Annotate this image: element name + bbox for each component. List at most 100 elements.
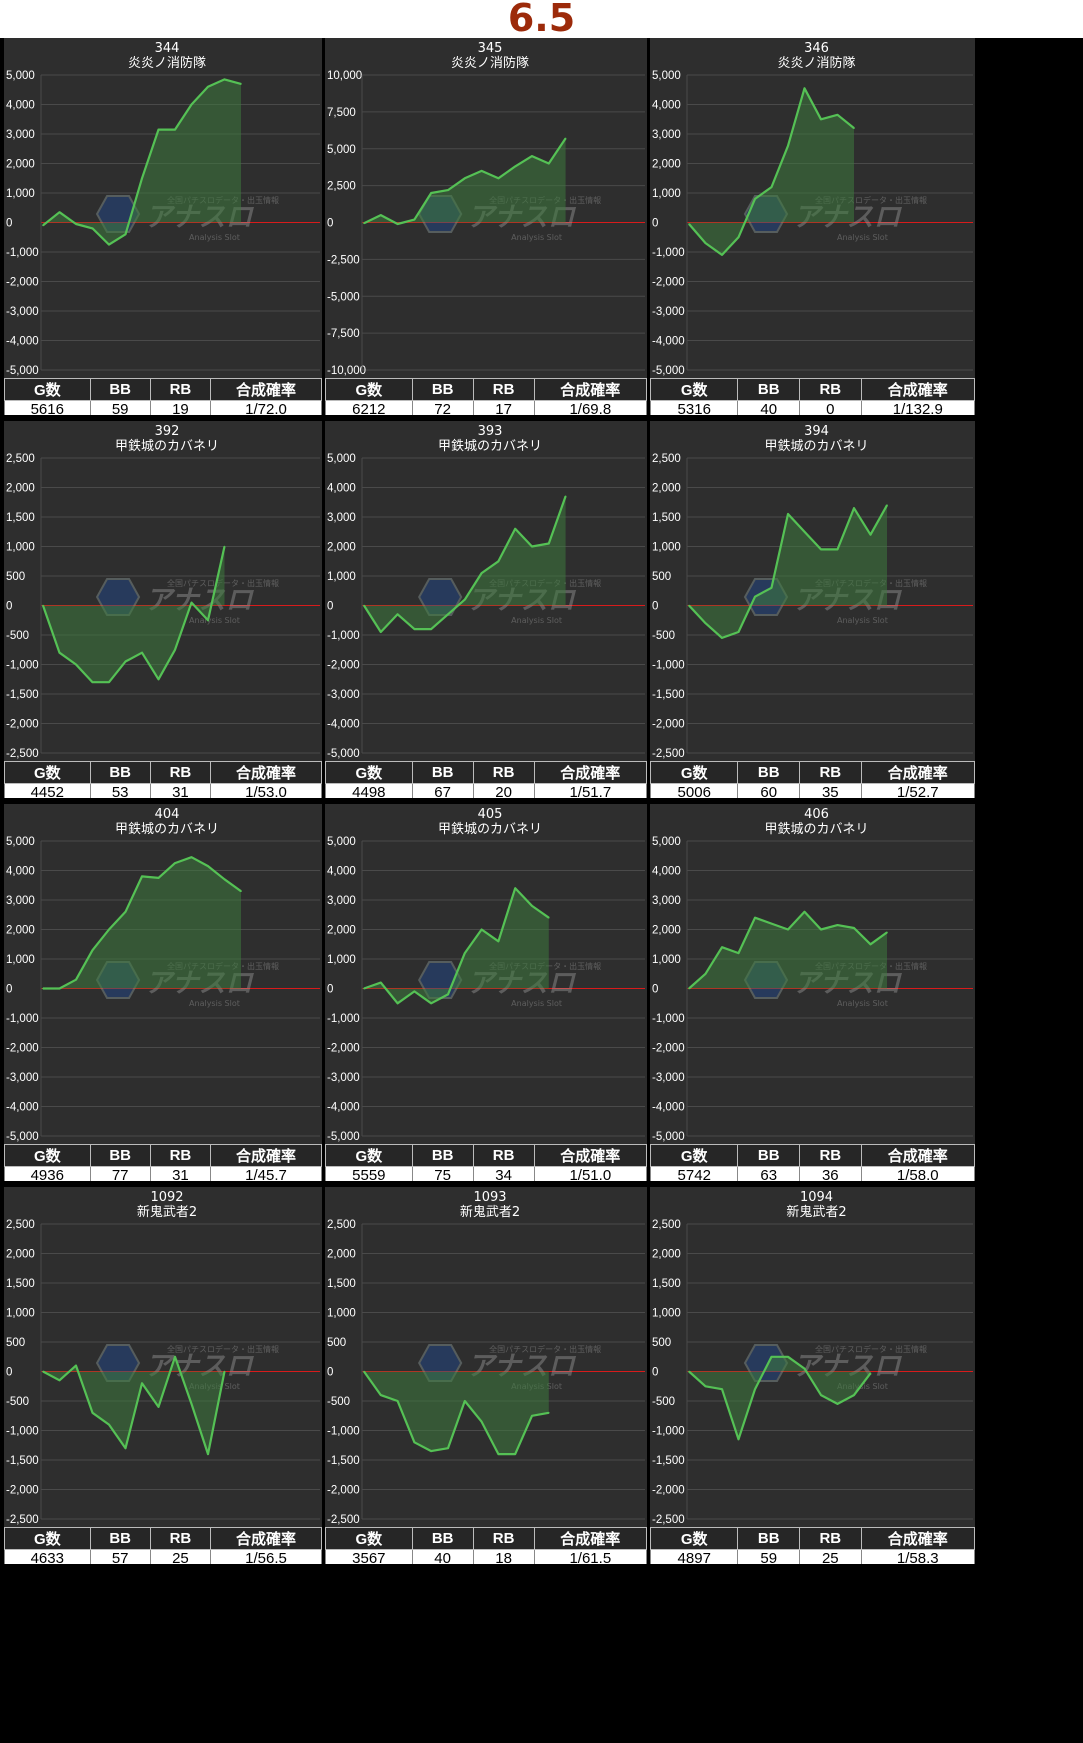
data-point — [108, 681, 110, 683]
data-point — [413, 218, 416, 221]
watermark-tagline: 全国パチスロデータ・出玉情報 — [815, 1344, 927, 1354]
data-point — [853, 127, 855, 129]
data-point — [721, 946, 723, 948]
series-line — [688, 1355, 872, 1441]
chart-panel-1094: 1094 新鬼武者2 2,500 2,000 1,500 1,000 500 0 -500 -1,… — [650, 1187, 975, 1564]
data-point — [770, 186, 773, 188]
data-point — [464, 1400, 466, 1402]
stats-header-3: 合成確率 — [860, 1527, 975, 1550]
y-tick-label: 1,000 — [327, 954, 356, 966]
stats-header-1: BB — [89, 378, 151, 401]
data-point — [770, 1356, 773, 1358]
y-tick-label: 1,500 — [6, 512, 35, 524]
data-point — [497, 940, 500, 943]
y-tick-label: 2,500 — [327, 1219, 356, 1231]
data-point — [447, 189, 449, 191]
stats-header-0: G数 — [650, 378, 739, 401]
watermark-sub: Analysis Slot — [837, 616, 888, 625]
y-tick-label: -1,000 — [652, 247, 685, 259]
area-fill — [43, 857, 241, 989]
stats-value-row: 5316 40 0 1/132.9 — [650, 400, 975, 415]
y-tick-label: -1,500 — [652, 1455, 685, 1467]
data-point — [548, 162, 550, 165]
data-point — [531, 1415, 533, 1417]
data-point — [704, 1385, 707, 1388]
bb-count: 72 — [411, 400, 474, 415]
area-fill — [364, 888, 549, 1004]
data-point — [363, 987, 365, 990]
data-point — [430, 1450, 432, 1452]
chart-panel-1093: 1093 新鬼武者2 2,500 2,000 1,500 1,000 500 0 -500 -1,… — [325, 1187, 647, 1564]
games-count: 3567 — [325, 1549, 413, 1564]
data-point — [688, 604, 690, 607]
chart-panel-404: 404 甲鉄城のカバネリ 5,000 4,000 3,000 2,000 1,000 0 -1,… — [4, 804, 322, 1181]
stats-header-1: BB — [411, 1527, 474, 1550]
y-tick-label: -1,000 — [327, 1013, 360, 1025]
y-tick-label: 2,000 — [652, 1249, 681, 1261]
stats-header-2: RB — [799, 761, 862, 784]
data-point — [124, 660, 127, 663]
machine-name: 甲鉄城のカバネリ — [115, 439, 219, 454]
stats-header-row: G数 BB RB 合成確率 — [650, 1144, 975, 1167]
data-point — [836, 1403, 839, 1405]
y-tick-label: 1,000 — [6, 188, 35, 200]
stats-header-row: G数 BB RB 合成確率 — [4, 378, 322, 401]
bb-count: 63 — [737, 1166, 801, 1181]
y-tick-label: 0 — [652, 1367, 658, 1379]
stats-header-3: 合成確率 — [210, 1527, 322, 1550]
series-line — [42, 1355, 226, 1456]
y-tick-label: 500 — [652, 571, 671, 583]
data-point — [157, 877, 160, 879]
y-tick-label: -5,000 — [652, 365, 685, 376]
games-count: 4897 — [650, 1549, 739, 1564]
stats-header-2: RB — [472, 1527, 535, 1550]
games-count: 4452 — [4, 783, 91, 798]
area-fill — [364, 138, 566, 224]
y-tick-label: 4,000 — [327, 483, 356, 495]
bb-count: 59 — [89, 400, 151, 415]
data-point — [174, 128, 176, 131]
y-tick-label: -7,500 — [327, 328, 360, 340]
stats-header-3: 合成確率 — [860, 761, 975, 784]
y-tick-label: -5,000 — [6, 365, 39, 376]
data-point — [548, 1412, 550, 1414]
y-tick-label: 1,000 — [652, 542, 681, 554]
data-point — [531, 545, 533, 548]
y-tick-label: -2,000 — [652, 277, 685, 289]
chart-grid: 344 炎炎ノ消防隊 5,000 4,000 3,000 2,000 1,000 0 -1,00… — [0, 38, 1083, 1743]
bb-count: 77 — [89, 1166, 151, 1181]
y-tick-label: 2,000 — [6, 925, 35, 937]
watermark-tagline: 全国パチスロデータ・出玉情報 — [167, 1344, 279, 1354]
area-fill — [689, 1356, 871, 1440]
bb-count: 60 — [737, 783, 801, 798]
data-point — [704, 622, 707, 624]
games-count: 5006 — [650, 783, 739, 798]
y-tick-label: -1,000 — [652, 1013, 685, 1025]
y-tick-label: -1,500 — [6, 1455, 39, 1467]
bb-count: 57 — [89, 1549, 151, 1564]
y-tick-label: -1,000 — [652, 660, 685, 672]
data-point — [190, 1403, 193, 1405]
y-tick-label: 0 — [6, 984, 12, 996]
stats-header-3: 合成確率 — [533, 1527, 647, 1550]
data-point — [803, 531, 806, 533]
games-count: 4498 — [325, 783, 413, 798]
machine-name: 新鬼武者2 — [786, 1204, 846, 1220]
y-tick-label: -3,000 — [6, 306, 39, 318]
y-tick-label: 500 — [652, 1337, 671, 1349]
stats-value-row: 3567 40 18 1/61.5 — [325, 1549, 647, 1564]
stats-table: G数 BB RB 合成確率 4633 57 25 1/56.5 — [4, 1527, 322, 1564]
y-tick-label: -1,000 — [327, 1426, 360, 1438]
y-tick-label: -4,000 — [6, 1102, 39, 1114]
data-point — [564, 495, 567, 498]
data-point — [754, 198, 756, 200]
stats-header-2: RB — [149, 1144, 212, 1167]
stats-header-0: G数 — [650, 761, 739, 784]
rb-count: 18 — [472, 1549, 535, 1564]
y-tick-label: -5,000 — [327, 291, 360, 303]
data-point — [42, 224, 44, 227]
y-tick-label: -3,000 — [327, 689, 360, 701]
data-point — [531, 905, 533, 907]
data-point — [480, 170, 483, 172]
data-point — [223, 1370, 226, 1373]
